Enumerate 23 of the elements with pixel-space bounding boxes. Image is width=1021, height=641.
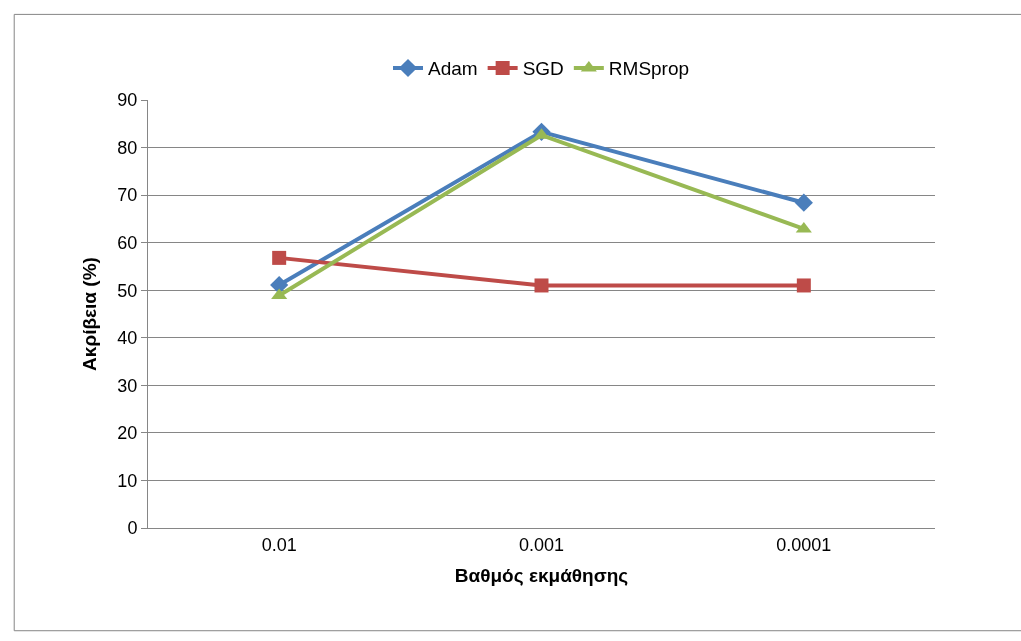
y-tick-label: 20 bbox=[117, 423, 138, 444]
y-tick-label: 70 bbox=[117, 185, 138, 206]
y-tick-label: 90 bbox=[117, 90, 138, 111]
y-tick-label: 40 bbox=[117, 328, 138, 349]
legend-label: SGD bbox=[522, 58, 564, 80]
x-tick-label: 0.0001 bbox=[776, 534, 832, 555]
point bbox=[795, 221, 812, 233]
y-tick-label: 0 bbox=[127, 518, 138, 539]
x-axis-title: Βαθμός εκμάθησης bbox=[454, 565, 629, 587]
legend-label: RMSprop bbox=[608, 58, 690, 80]
y-tick-label: 80 bbox=[117, 137, 138, 158]
x-tick-label: 0.001 bbox=[518, 534, 565, 555]
y-tick-label: 50 bbox=[117, 280, 138, 301]
point bbox=[796, 278, 811, 293]
point bbox=[794, 193, 813, 212]
x-tick-label: 0.01 bbox=[261, 534, 297, 555]
point bbox=[272, 250, 287, 265]
y-tick-label: 10 bbox=[117, 470, 138, 491]
y-tick-label: 60 bbox=[117, 232, 138, 253]
legend-label: Adam bbox=[428, 58, 478, 80]
y-axis-title: Ακρίβεια (%) bbox=[79, 257, 101, 371]
y-tick-label: 30 bbox=[117, 375, 138, 396]
point bbox=[534, 278, 549, 293]
